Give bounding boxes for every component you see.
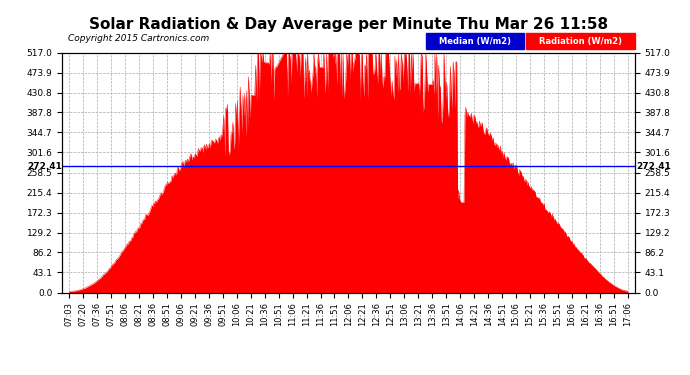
Text: Copyright 2015 Cartronics.com: Copyright 2015 Cartronics.com [68, 34, 209, 43]
Title: Solar Radiation & Day Average per Minute Thu Mar 26 11:58: Solar Radiation & Day Average per Minute… [89, 17, 608, 32]
Text: 272.41: 272.41 [636, 162, 671, 171]
Text: 272.41: 272.41 [27, 162, 62, 171]
